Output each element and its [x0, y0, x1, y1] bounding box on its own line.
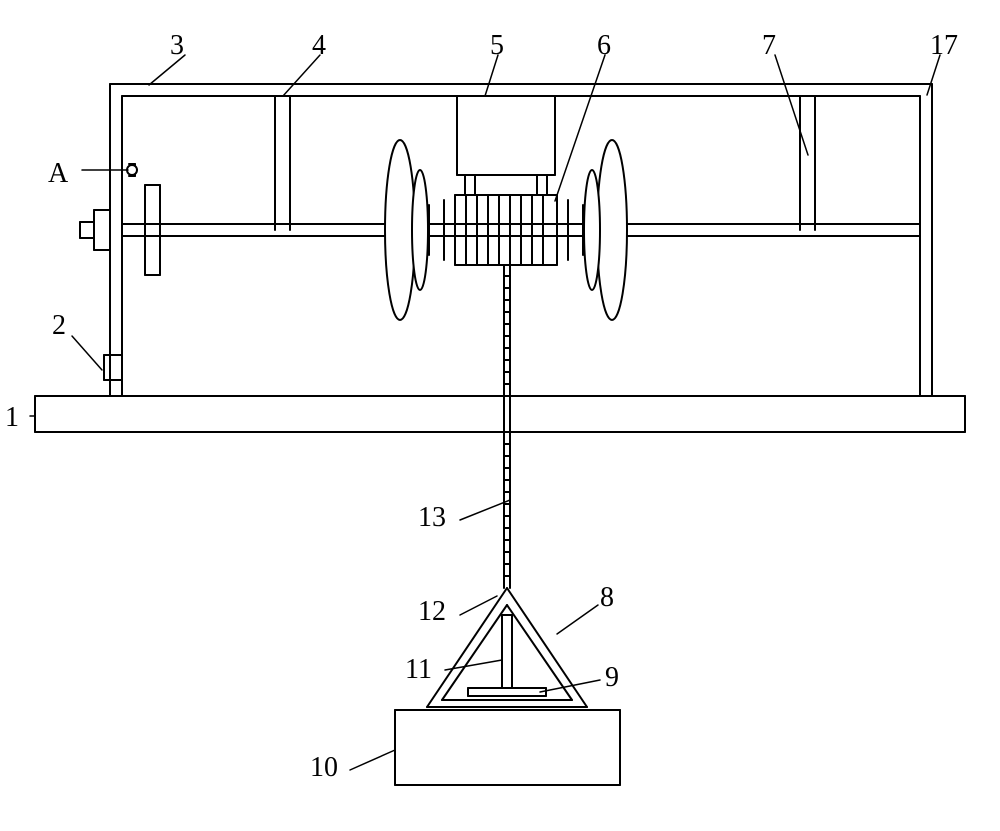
diagram-line — [445, 660, 502, 670]
diagram-line — [442, 605, 507, 700]
callout-label-5: 5 — [490, 30, 504, 62]
diagram-line — [775, 55, 808, 155]
callout-label-6: 6 — [597, 30, 611, 62]
diagram-ellipse — [584, 170, 600, 290]
diagram-line — [555, 55, 605, 201]
callout-label-12: 12 — [418, 596, 446, 628]
callout-label-13: 13 — [418, 502, 446, 534]
callout-label-3: 3 — [170, 30, 184, 62]
callout-label-11: 11 — [405, 654, 432, 686]
callout-label-7: 7 — [762, 30, 776, 62]
diagram-line — [350, 750, 395, 770]
callout-label-A: A — [48, 158, 68, 190]
diagram-ellipse — [597, 140, 627, 320]
diagram-ellipse — [385, 140, 415, 320]
callout-label-9: 9 — [605, 662, 619, 694]
diagram-line — [72, 336, 102, 370]
mechanical-diagram — [0, 0, 1000, 831]
diagram-ellipse — [412, 170, 428, 290]
diagram-line — [557, 605, 598, 634]
callout-label-2: 2 — [52, 310, 66, 342]
callout-label-17: 17 — [930, 30, 958, 62]
callout-label-10: 10 — [310, 752, 338, 784]
callout-label-8: 8 — [600, 582, 614, 614]
diagram-line — [507, 605, 572, 700]
callout-label-4: 4 — [312, 30, 326, 62]
callout-label-1: 1 — [5, 402, 19, 434]
diagram-line — [460, 500, 510, 520]
